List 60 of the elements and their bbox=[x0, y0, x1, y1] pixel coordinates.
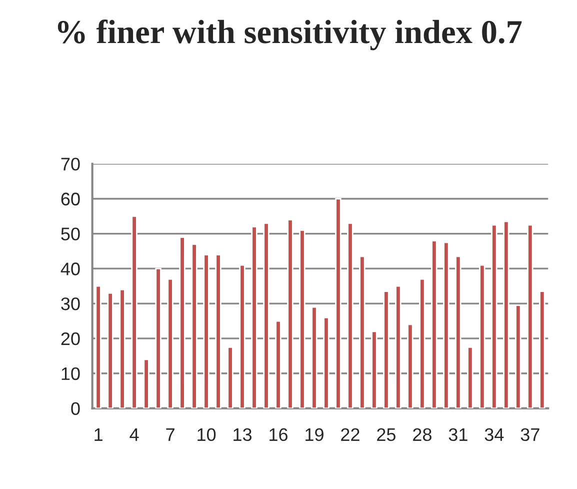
x-tick-label: 10 bbox=[198, 428, 216, 442]
x-tick-label: 4 bbox=[130, 428, 139, 441]
y-tick-label: 70 bbox=[61, 158, 80, 171]
bar bbox=[203, 254, 210, 408]
bar bbox=[371, 330, 378, 408]
bar bbox=[527, 224, 534, 408]
bar bbox=[491, 224, 498, 408]
bar bbox=[503, 220, 510, 408]
x-tick-label: 16 bbox=[270, 428, 288, 442]
bar bbox=[167, 278, 174, 408]
bar bbox=[299, 229, 306, 408]
bar bbox=[539, 290, 546, 408]
x-tick-label: 13 bbox=[234, 428, 252, 442]
bar bbox=[107, 292, 114, 408]
x-tick-label: 25 bbox=[377, 428, 396, 442]
bar bbox=[431, 240, 438, 408]
bar bbox=[419, 278, 426, 408]
bar bbox=[95, 285, 102, 408]
bar bbox=[443, 242, 450, 408]
bar bbox=[215, 254, 222, 408]
bar bbox=[515, 304, 522, 408]
bar bbox=[383, 290, 390, 408]
y-tick-label: 50 bbox=[61, 228, 80, 240]
x-tick-label: 28 bbox=[413, 428, 432, 442]
bar bbox=[131, 216, 138, 408]
bar bbox=[239, 264, 246, 408]
bar bbox=[143, 358, 150, 408]
bar bbox=[119, 288, 126, 408]
bar bbox=[311, 306, 318, 408]
bar bbox=[251, 226, 258, 408]
y-tick-label: 0 bbox=[71, 402, 80, 416]
chart-title: % finer with sensitivity index 0.7 bbox=[58, 20, 522, 50]
bar bbox=[395, 285, 402, 408]
x-tick-label: 19 bbox=[306, 428, 324, 442]
y-tick-label: 30 bbox=[61, 297, 80, 310]
bar bbox=[323, 316, 330, 408]
bar bbox=[155, 268, 162, 408]
x-tick-label: 37 bbox=[520, 428, 540, 442]
y-tick-label: 40 bbox=[60, 262, 80, 276]
y-tick-label: 10 bbox=[62, 367, 80, 380]
bar bbox=[179, 236, 186, 408]
bar bbox=[455, 256, 462, 408]
bar bbox=[287, 219, 294, 408]
bar bbox=[275, 320, 282, 408]
bar bbox=[263, 222, 270, 408]
bar bbox=[407, 324, 414, 408]
y-tick-label: 20 bbox=[61, 332, 80, 346]
x-tick-label: 1 bbox=[94, 428, 102, 441]
bar bbox=[347, 222, 354, 408]
bar bbox=[335, 198, 342, 408]
x-tick-label: 22 bbox=[341, 428, 360, 441]
bar bbox=[479, 264, 486, 408]
bar bbox=[359, 256, 366, 408]
bar bbox=[467, 346, 474, 408]
bar bbox=[227, 346, 234, 408]
x-tick-label: 34 bbox=[484, 428, 504, 442]
x-tick-label: 7 bbox=[166, 428, 174, 441]
bar bbox=[191, 243, 198, 408]
x-tick-label: 31 bbox=[448, 428, 468, 442]
y-tick-label: 60 bbox=[61, 192, 80, 206]
